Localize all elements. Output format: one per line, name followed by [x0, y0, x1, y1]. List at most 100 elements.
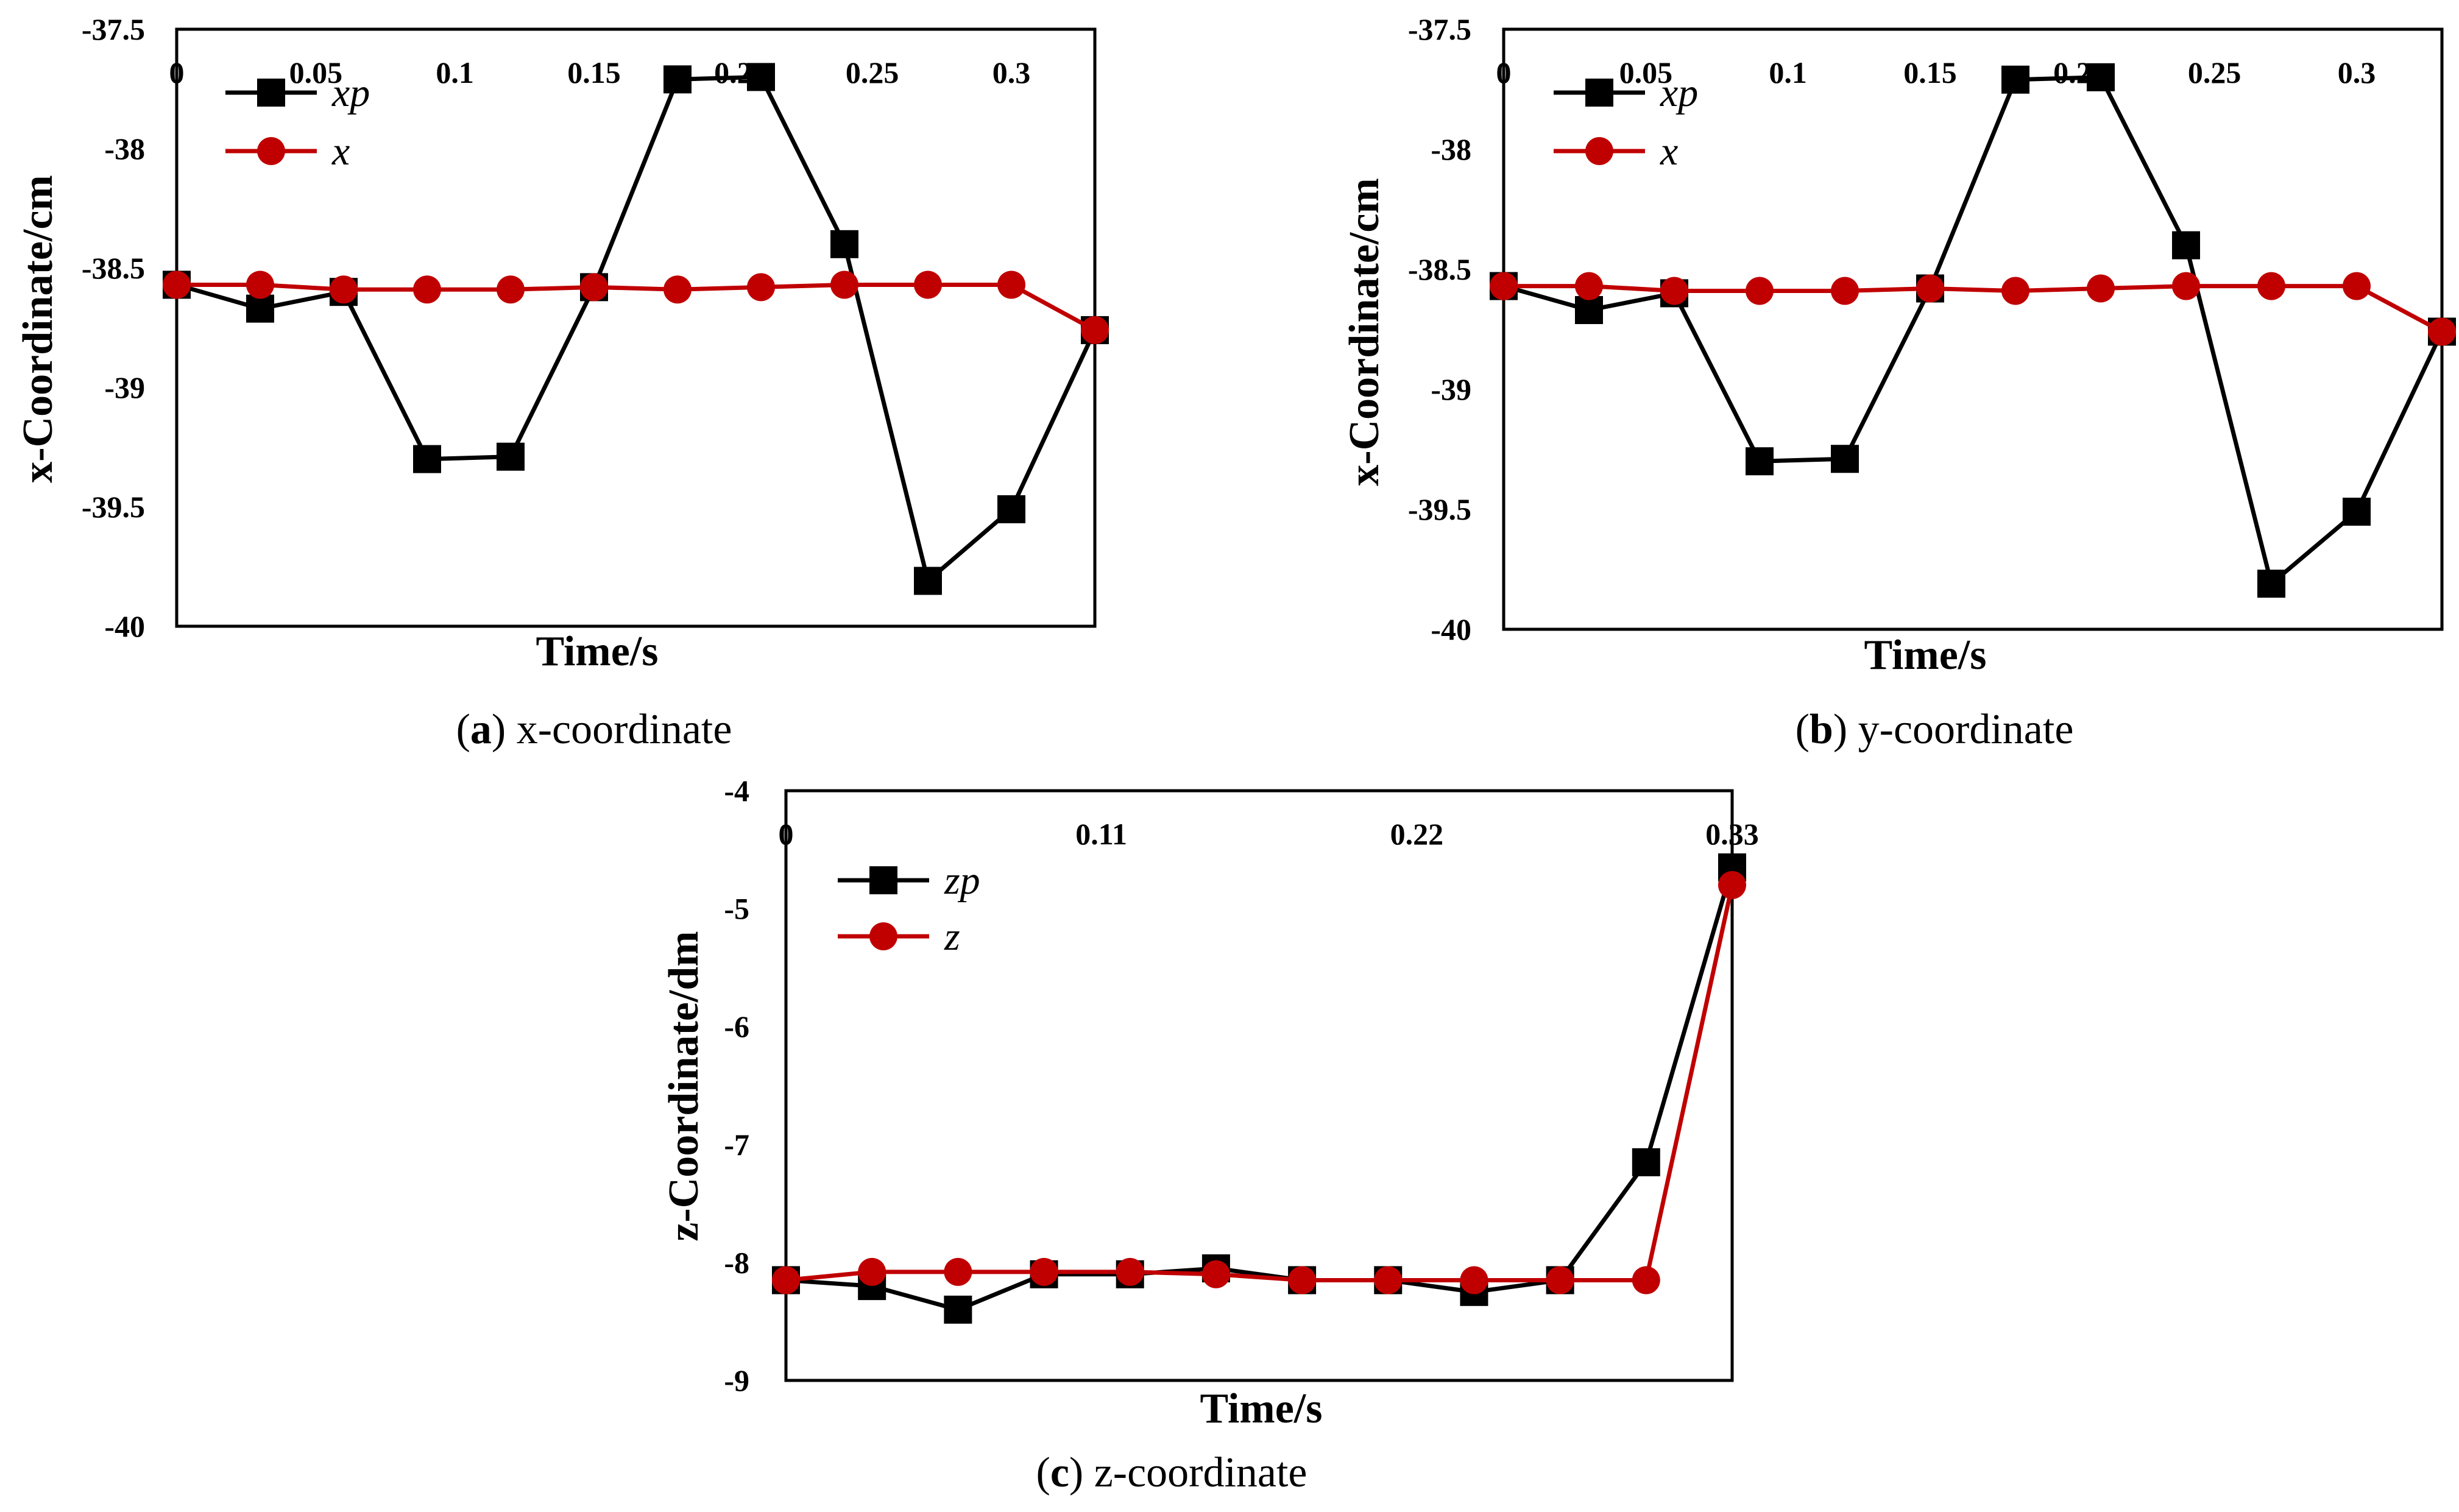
- y-tick-label: -39: [1431, 372, 1471, 406]
- y-tick-label: -39: [104, 370, 145, 404]
- data-point-x: [413, 275, 441, 304]
- data-point-x: [1660, 277, 1688, 305]
- y-tick-label: -37.5: [1408, 12, 1471, 46]
- data-point-z: [1718, 871, 1746, 899]
- x-tick-label: 0.2: [2053, 55, 2092, 90]
- caption-text-a: x-coordinate: [506, 706, 732, 753]
- data-point-x: [1081, 316, 1109, 344]
- data-point-x: [2172, 272, 2200, 300]
- caption-c: (c) z-coordinate: [1036, 1449, 1307, 1496]
- y-axis-title-b: x-Coordinate/cm: [1341, 178, 1388, 486]
- data-point-z: [1030, 1257, 1058, 1286]
- data-point-x: [1916, 274, 1944, 303]
- data-point-xp: [1575, 295, 1603, 324]
- data-point-z: [1116, 1257, 1144, 1286]
- data-point-x: [2001, 277, 2029, 305]
- y-tick-label: -40: [104, 609, 145, 643]
- data-point-xp: [2343, 497, 2371, 526]
- x-tick-label: 0.25: [2188, 55, 2241, 90]
- plot-area-b: [1502, 27, 2444, 631]
- series-line-x: [1504, 284, 2443, 334]
- plot-area-a: [175, 27, 1097, 628]
- x-tick-label: 0.15: [1903, 55, 1957, 90]
- y-tick-label: -5: [724, 892, 749, 926]
- data-point-x: [1831, 277, 1859, 305]
- x-tick-label: 0.25: [846, 55, 899, 90]
- x-tick-label: 0.33: [1705, 817, 1759, 851]
- y-tick-label: -4: [724, 774, 749, 808]
- plot-area-c: [784, 789, 1734, 1382]
- data-point-xp: [914, 567, 942, 595]
- caption-letter-b: b: [1810, 706, 1833, 753]
- series-line-x: [177, 282, 1096, 332]
- caption-letter-c: c: [1050, 1449, 1069, 1496]
- y-tick-label: -38.5: [1408, 252, 1471, 286]
- data-point-z: [944, 1257, 972, 1286]
- legend-label-xp: xp: [331, 71, 370, 115]
- data-point-x: [2087, 274, 2115, 303]
- x-tick-label: 0.3: [2338, 55, 2376, 90]
- x-tick-label: 0: [779, 817, 794, 851]
- data-point-z: [1632, 1266, 1660, 1295]
- y-tick-label: -37.5: [82, 12, 145, 46]
- x-tick-label: 0.22: [1390, 817, 1444, 851]
- x-tick-label: 0.2: [714, 55, 752, 90]
- data-point-zp: [944, 1295, 972, 1324]
- data-point-x: [914, 270, 942, 299]
- y-tick-label: -8: [724, 1245, 749, 1279]
- data-point-xp: [1746, 447, 1774, 476]
- x-axis-title-c: Time/s: [1200, 1385, 1323, 1432]
- y-tick-label: -39.5: [82, 490, 145, 524]
- data-point-xp: [2172, 231, 2200, 260]
- data-point-z: [1288, 1266, 1317, 1295]
- panel-c: Time/s z-Coordinate/dm (c) z-coordinate …: [660, 774, 1759, 1496]
- data-point-x: [2343, 272, 2371, 300]
- y-tick-label: -7: [724, 1128, 749, 1162]
- legend-marker-z: [869, 922, 897, 950]
- caption-text-b: y-coordinate: [1847, 706, 2073, 753]
- data-point-x: [163, 270, 191, 299]
- data-point-xp: [497, 442, 525, 471]
- data-point-zp: [1632, 1148, 1660, 1176]
- data-point-x: [1490, 272, 1518, 300]
- data-point-xp: [2001, 65, 2029, 94]
- caption-letter-a: a: [470, 706, 492, 753]
- data-point-x: [580, 273, 608, 302]
- legend-marker-zp: [869, 866, 897, 894]
- x-tick-label: 0.3: [992, 55, 1031, 90]
- data-point-z: [1460, 1266, 1488, 1295]
- x-tick-label: 0.11: [1075, 817, 1127, 851]
- legend-label-xp: xp: [1660, 71, 1698, 115]
- caption-b: (b) y-coordinate: [1796, 706, 2074, 753]
- data-point-z: [1201, 1260, 1230, 1288]
- series-line-z: [785, 885, 1735, 1282]
- x-axis-title-a: Time/s: [536, 628, 659, 675]
- x-tick-label: 0.05: [1619, 55, 1673, 90]
- x-tick-label: 0.1: [436, 55, 474, 90]
- data-point-z: [858, 1257, 886, 1286]
- y-tick-label: -6: [724, 1009, 749, 1044]
- y-tick-label: -38.5: [82, 251, 145, 285]
- y-tick-label: -39.5: [1408, 492, 1471, 526]
- legend-marker-x: [1585, 137, 1613, 165]
- data-point-xp: [747, 63, 775, 91]
- series-line-xp: [1503, 75, 2444, 586]
- data-point-xp: [663, 65, 692, 94]
- legend-label-z: z: [944, 914, 960, 959]
- x-axis-title-b: Time/s: [1864, 632, 1987, 679]
- data-point-xp: [997, 495, 1025, 523]
- data-point-z: [1546, 1266, 1574, 1295]
- data-point-xp: [830, 230, 858, 258]
- legend-label-zp: zp: [944, 858, 980, 903]
- data-point-z: [772, 1266, 800, 1295]
- caption-text-c: z-coordinate: [1083, 1449, 1307, 1496]
- data-point-x: [663, 275, 692, 304]
- data-point-x: [830, 270, 858, 299]
- y-tick-label: -40: [1431, 612, 1471, 646]
- data-point-xp: [246, 294, 274, 323]
- y-tick-label: -9: [724, 1363, 749, 1397]
- y-axis-title-a: x-Coordinate/cm: [15, 175, 62, 482]
- data-point-x: [330, 275, 358, 304]
- legend-label-x: x: [1660, 129, 1678, 174]
